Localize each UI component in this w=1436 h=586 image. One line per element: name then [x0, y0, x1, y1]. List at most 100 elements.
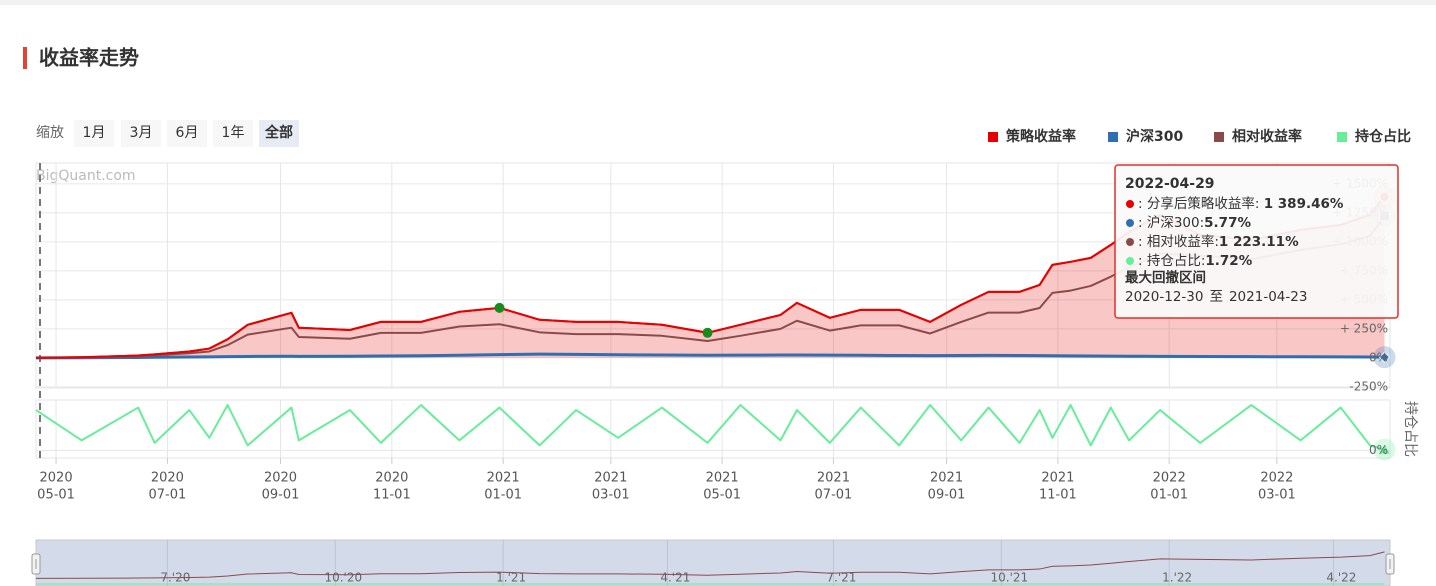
x-tick-label: 05-01 — [703, 488, 741, 503]
navigator-label: 10.'21 — [990, 571, 1028, 585]
tooltip-box — [1114, 164, 1399, 319]
top-strip — [0, 0, 1436, 5]
y-tick-label: -250% — [1349, 379, 1388, 393]
x-tick-label: 2020 — [40, 471, 73, 486]
drawdown-title: 最大回撤区间 — [1125, 269, 1206, 286]
legend-item[interactable]: 持仓占比 — [1337, 128, 1411, 145]
tooltip-row: : 沪深300:5.77% — [1138, 215, 1251, 231]
area — [36, 196, 1385, 358]
x-tick-label: 2022 — [1260, 471, 1293, 486]
x-tick-label: 2022 — [1153, 471, 1186, 486]
zoom-button-bg[interactable] — [213, 120, 253, 147]
tooltip-date: 2022-04-29 — [1125, 176, 1215, 192]
x-tick-label: 01-01 — [1150, 488, 1188, 503]
zoom-button[interactable]: 全部 — [259, 120, 299, 147]
legend-label[interactable]: 持仓占比 — [1355, 128, 1411, 145]
tooltip-row-value: 1.72% — [1205, 253, 1252, 269]
x-tick-label: 11-01 — [1039, 488, 1077, 503]
drawdown-end: 2021-04-23 — [1229, 289, 1307, 305]
navigator-label: 1.'22 — [1162, 571, 1192, 585]
line — [35, 404, 1385, 451]
zoom-button[interactable]: 1年 — [213, 120, 253, 147]
drawdown-marker — [494, 302, 505, 313]
zoom-button-label[interactable]: 6月 — [176, 125, 199, 141]
x-tick-label: 2021 — [706, 471, 739, 486]
tooltip-row-value: 1 223.11% — [1219, 234, 1299, 250]
tooltip-dot — [1126, 200, 1134, 208]
y-tick-label: + 250% — [1340, 321, 1388, 335]
line — [35, 352, 1385, 360]
drawdown-marker — [702, 327, 713, 338]
watermark: BigQuant.com — [36, 168, 136, 184]
end-marker — [1379, 444, 1390, 454]
legend-label[interactable]: 沪深300 — [1126, 128, 1183, 145]
x-tick-label: 09-01 — [262, 488, 300, 503]
title-accent — [23, 47, 27, 69]
zoom-button[interactable]: 3月 — [121, 120, 161, 147]
x-tick-label: 07-01 — [148, 488, 186, 503]
tooltip-row-label: : 相对收益率: — [1138, 233, 1219, 250]
drawdown-range: 2020-12-30 至 2021-04-23 — [1125, 289, 1307, 305]
tooltip-row: : 相对收益率:1 223.11% — [1138, 233, 1299, 250]
legend-swatch[interactable] — [1108, 132, 1118, 142]
x-tick-label: 2021 — [930, 471, 963, 486]
x-tick-label: 01-01 — [484, 488, 522, 503]
legend-swatch[interactable] — [1214, 132, 1224, 142]
navigator-label: 1.'21 — [496, 571, 526, 585]
x-tick-label: 05-01 — [37, 488, 75, 503]
y-tick-label: 0% — [1369, 350, 1388, 364]
x-tick-label: 2021 — [594, 471, 627, 486]
tooltip-dot — [1126, 238, 1134, 246]
navigator-label: 10.'20 — [324, 571, 362, 585]
zoom-button-bg[interactable] — [259, 120, 299, 147]
navigator-label: 4.'21 — [660, 571, 690, 585]
zoom-button-label[interactable]: 1年 — [222, 125, 245, 141]
zoom-button-bg[interactable] — [167, 120, 207, 147]
x-tick-label: 2021 — [1041, 471, 1074, 486]
legend-swatch[interactable] — [1337, 132, 1347, 142]
tooltip-row-label: : 沪深300: — [1138, 215, 1204, 231]
drawdown-start: 2020-12-30 — [1125, 289, 1203, 305]
legend-label[interactable]: 策略收益率 — [1005, 128, 1076, 145]
x-tick-label: 2021 — [817, 471, 850, 486]
tooltip-row-value: 5.77% — [1204, 215, 1251, 231]
tooltip: 2022-04-29 : 分享后策略收益率: 1 389.46% : 沪深300:5… — [1114, 164, 1399, 319]
legend-item[interactable]: 沪深300 — [1108, 128, 1183, 145]
x-tick-label: 2021 — [487, 471, 520, 486]
y-tick-label: 0% — [1369, 443, 1388, 457]
legend-swatch[interactable] — [988, 132, 998, 142]
x-tick-label: 2020 — [151, 471, 184, 486]
drawdown-sep: 至 — [1209, 289, 1223, 305]
zoom-button-bg[interactable] — [121, 120, 161, 147]
navigator-handle[interactable] — [31, 553, 41, 575]
chart-title: 收益率走势 — [39, 46, 139, 70]
zoom-label: 缩放 — [36, 125, 64, 141]
legend-item[interactable]: 相对收益率 — [1214, 128, 1302, 145]
navigator-label: 4.'22 — [1326, 571, 1356, 585]
tooltip-dot — [1126, 257, 1134, 265]
legend-label[interactable]: 相对收益率 — [1232, 128, 1302, 145]
x-tick-label: 2020 — [375, 471, 408, 486]
navigator-label: 7.'21 — [826, 571, 856, 585]
lower-axis-label: 持仓占比 — [1402, 401, 1418, 457]
tooltip-row-label: : 持仓占比: — [1138, 253, 1205, 269]
zoom-button-bg[interactable] — [74, 120, 114, 147]
tooltip-row: : 分享后策略收益率: 1 389.46% — [1138, 195, 1344, 212]
x-tick-label: 2020 — [264, 471, 297, 486]
zoom-button-label[interactable]: 1月 — [83, 125, 106, 141]
tooltip-row-label: : 分享后策略收益率: — [1138, 195, 1264, 212]
navigator-handle[interactable] — [1385, 553, 1395, 575]
navigator — [35, 539, 1391, 586]
tooltip-dot — [1126, 219, 1134, 227]
zoom-button[interactable]: 1月 — [74, 120, 114, 147]
x-tick-label: 11-01 — [373, 488, 411, 503]
navigator-line — [35, 551, 1385, 579]
legend-item[interactable]: 策略收益率 — [988, 128, 1076, 145]
zoom-button[interactable]: 6月 — [167, 120, 207, 147]
zoom-button-label[interactable]: 全部 — [264, 124, 293, 141]
zoom-button-label[interactable]: 3月 — [130, 125, 153, 141]
end-marker — [1378, 351, 1391, 363]
lower-pane — [35, 399, 1391, 459]
x-tick-label: 03-01 — [1258, 488, 1296, 503]
